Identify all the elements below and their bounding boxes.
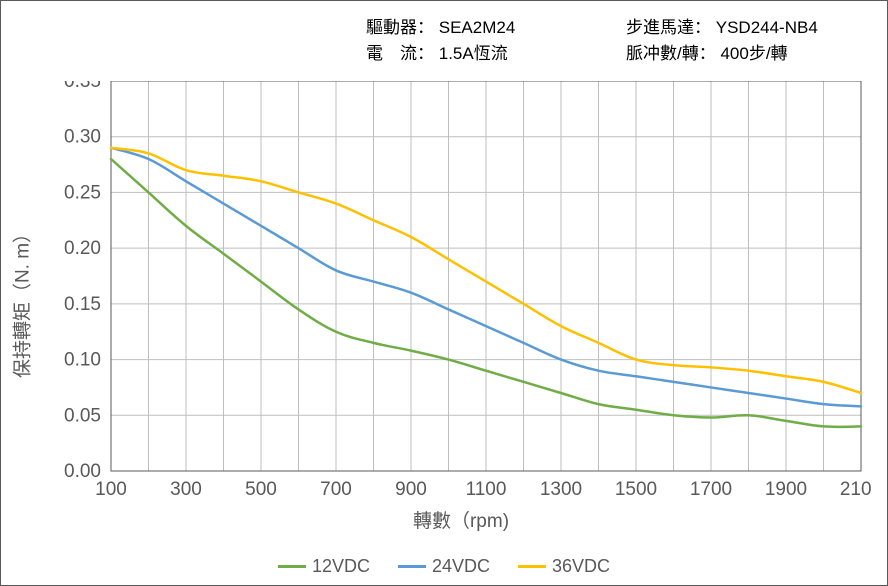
x-axis-label: 轉數（rpm)	[51, 506, 871, 533]
driver-label: 驅動器：	[366, 18, 434, 37]
x-tick-label: 1100	[466, 479, 507, 500]
legend-swatch	[518, 565, 546, 568]
motor-cell: 步進馬達： YSD244-NB4	[626, 15, 872, 41]
y-tick-label: 0.05	[64, 405, 101, 426]
y-axis-label: 保持轉矩（N. m）	[8, 224, 35, 378]
x-tick-label: 100	[95, 479, 127, 500]
header-row-1: 驅動器： SEA2M24 步進馬達： YSD244-NB4	[366, 15, 872, 41]
current-value: 1.5A恆流	[439, 44, 508, 63]
x-tick-label: 500	[245, 479, 277, 500]
legend: 12VDC 24VDC 36VDC	[1, 552, 887, 577]
y-tick-label: 0.15	[64, 294, 101, 315]
pulse-label: 脈冲數/轉：	[626, 44, 716, 63]
y-tick-label: 0.00	[64, 461, 101, 482]
legend-label: 12VDC	[312, 556, 370, 577]
current-cell: 電 流： 1.5A恆流	[366, 41, 626, 67]
motor-label: 步進馬達：	[626, 18, 711, 37]
x-tick-label: 700	[320, 479, 352, 500]
legend-label: 36VDC	[552, 556, 610, 577]
driver-value: SEA2M24	[439, 18, 516, 37]
chart-container: 驅動器： SEA2M24 步進馬達： YSD244-NB4 電 流： 1.5A恆…	[0, 0, 888, 586]
legend-swatch	[278, 565, 306, 568]
x-tick-label: 2100	[840, 479, 871, 500]
y-tick-label: 0.35	[64, 81, 101, 92]
driver-cell: 驅動器： SEA2M24	[366, 15, 626, 41]
chart-svg: 100 300 500 700 900 1100 1300 1500 1700 1900 2100 0…	[51, 81, 871, 521]
x-tick-label: 1700	[690, 479, 732, 500]
y-tick-label: 0.20	[64, 238, 101, 259]
x-tick-label: 300	[170, 479, 202, 500]
pulse-cell: 脈冲數/轉： 400步/轉	[626, 41, 872, 67]
x-tick-label: 1900	[765, 479, 807, 500]
legend-item-12vdc: 12VDC	[278, 556, 370, 577]
chart-wrap: 保持轉矩（N. m） 10030050070090011001300150017…	[51, 81, 871, 521]
current-label: 電 流：	[366, 44, 434, 63]
x-tick-label: 1500	[615, 479, 657, 500]
x-tick-label: 1300	[540, 479, 582, 500]
legend-label: 24VDC	[432, 556, 490, 577]
legend-item-24vdc: 24VDC	[398, 556, 490, 577]
y-tick-label: 0.30	[64, 127, 101, 148]
motor-value: YSD244-NB4	[716, 18, 818, 37]
y-tick-label: 0.10	[64, 350, 101, 371]
header-row-2: 電 流： 1.5A恆流 脈冲數/轉： 400步/轉	[366, 41, 872, 67]
pulse-value: 400步/轉	[720, 44, 787, 63]
legend-swatch	[398, 565, 426, 568]
legend-item-36vdc: 36VDC	[518, 556, 610, 577]
header-info: 驅動器： SEA2M24 步進馬達： YSD244-NB4 電 流： 1.5A恆…	[366, 15, 872, 67]
x-tick-label: 900	[395, 479, 427, 500]
y-tick-label: 0.25	[64, 182, 101, 203]
